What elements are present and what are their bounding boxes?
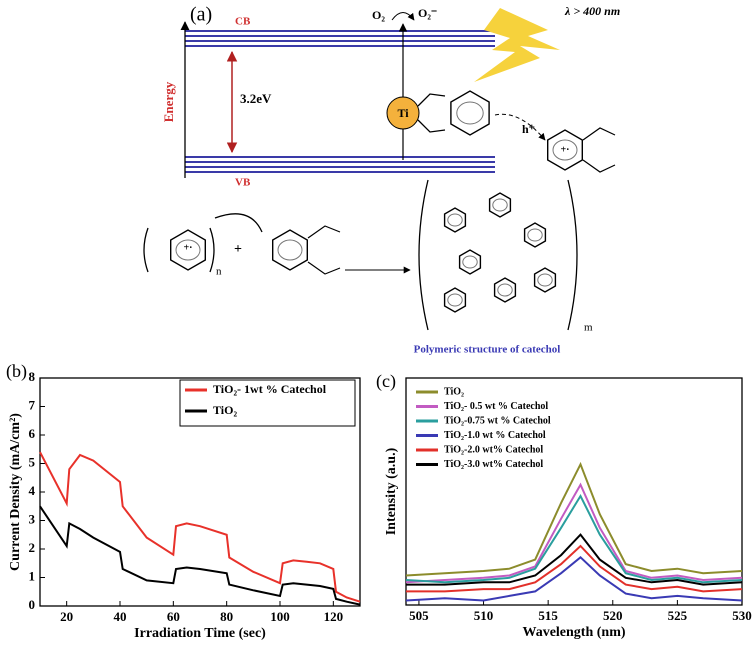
benzene-ring [533,267,557,293]
y-tick-label: 4 [29,483,36,498]
ring-circle [175,239,201,261]
series-line [405,461,743,577]
benzene-ring [488,192,512,218]
ring-circle [527,228,543,242]
x-tick-label: 515 [538,608,558,623]
panel-label: (b) [6,361,27,382]
lightning [474,8,560,82]
cb-label: CB [235,16,251,28]
benzene-ring [272,229,308,271]
series-line [405,555,743,602]
plot-frame [405,377,743,606]
x-tick-label: 525 [668,608,688,623]
ring-circle [537,273,553,287]
legend-label: TiO₂-0.75 wt % Catechol [444,415,551,426]
conduction-band [185,30,495,47]
series-line [39,451,361,603]
x-tick-label: 40 [114,609,127,624]
ring-circle [492,198,508,212]
legend-label: TiO₂ [213,403,237,417]
vb-label: VB [235,177,251,189]
energy-label: Energy [161,81,176,122]
ring-circle [277,239,303,261]
gap-label: 3.2eV [240,91,272,106]
o2-arrow [391,12,415,21]
n-label: n [216,266,222,278]
x-tick-label: 510 [474,608,494,623]
light-label: λ > 400 nm [564,4,620,18]
y-tick-label: 8 [29,369,36,384]
valence-band [185,156,495,173]
legend-box [179,379,356,427]
x-tick-label: 520 [603,608,623,623]
y-tick-label: 7 [29,397,36,412]
legend-label: TiO₂-2.0 wt% Catechol [444,444,543,455]
y-tick-label: 3 [29,511,36,526]
benzene-ring [547,129,583,171]
caption: Polymeric structure of catechol [414,344,561,356]
benzene-ring [523,222,547,248]
series-line [39,505,361,606]
ring-circle [462,255,478,269]
bonds [417,93,446,133]
legend-label: TiO₂ [444,386,464,397]
x-tick-label: 530 [732,608,752,623]
o2-label: O₂ [372,8,385,22]
y-tick-label: 1 [29,568,36,583]
radical-label: +· [560,144,569,155]
mechanism-diagram: (a) CB VB Energy 3.2eV O₂ O₂⁻ λ > 400 nm… [143,4,620,356]
benzene-ring [493,277,517,303]
benzene-ring [443,207,467,233]
methoxy-groups [307,127,616,275]
ring-circle [447,293,463,307]
x-axis-label: Irradiation Time (sec) [134,626,266,641]
ring-circle [552,139,578,161]
bracket-n [143,213,263,273]
legend-label: TiO₂- 0.5 wt % Catechol [444,401,548,412]
x-tick-label: 505 [409,608,429,623]
hole-label: h⁺ [522,122,535,136]
legend-label: TiO₂-3.0 wt% Catechol [444,459,543,470]
plus-sign: + [234,242,242,257]
series-line [406,533,743,586]
x-tick-label: 100 [270,609,290,624]
x-tick-label: 60 [167,609,180,624]
benzene-ring [169,229,207,271]
y-tick-label: 6 [29,426,36,441]
x-tick-label: 80 [220,609,233,624]
bracket-m [418,179,578,331]
panel-label: (a) [190,4,212,26]
ring-circle [456,101,484,125]
benzene-ring [443,287,467,313]
radical-label-2: +· [183,242,192,253]
y-tick-label: 2 [29,540,36,555]
x-tick-label: 20 [60,609,73,624]
y-tick-label: 0 [29,597,36,612]
panel-label: (c) [376,371,396,392]
x-tick-label: 120 [324,609,344,624]
series-line [406,544,743,593]
hole-transfer [494,113,546,141]
x-axis-label: Wavelength (nm) [522,625,625,640]
ring-circle [497,283,513,297]
benzene-ring [450,90,490,136]
legend-label: TiO₂-1.0 wt % Catechol [444,430,546,441]
m-label: m [584,322,593,334]
series-line [405,493,743,584]
y-axis-label: Current Density (mA/cm²) [8,413,23,571]
y-axis-label: Intensity (a.u.) [384,447,399,535]
ring-circle [447,213,463,227]
y-tick-label: 5 [29,454,36,469]
legend-label: TiO₂- 1wt % Catechol [213,382,327,396]
series-line [405,482,743,584]
o2-radical-label: O₂⁻ [418,6,437,20]
ti-label: Ti [397,106,409,120]
charts: (b) 20 40 60 80 100 120 0 1 2 3 4 5 6 7 8 Irradiation Ti… [6,361,752,641]
benzene-ring [458,249,482,275]
ti-atom [386,96,420,130]
